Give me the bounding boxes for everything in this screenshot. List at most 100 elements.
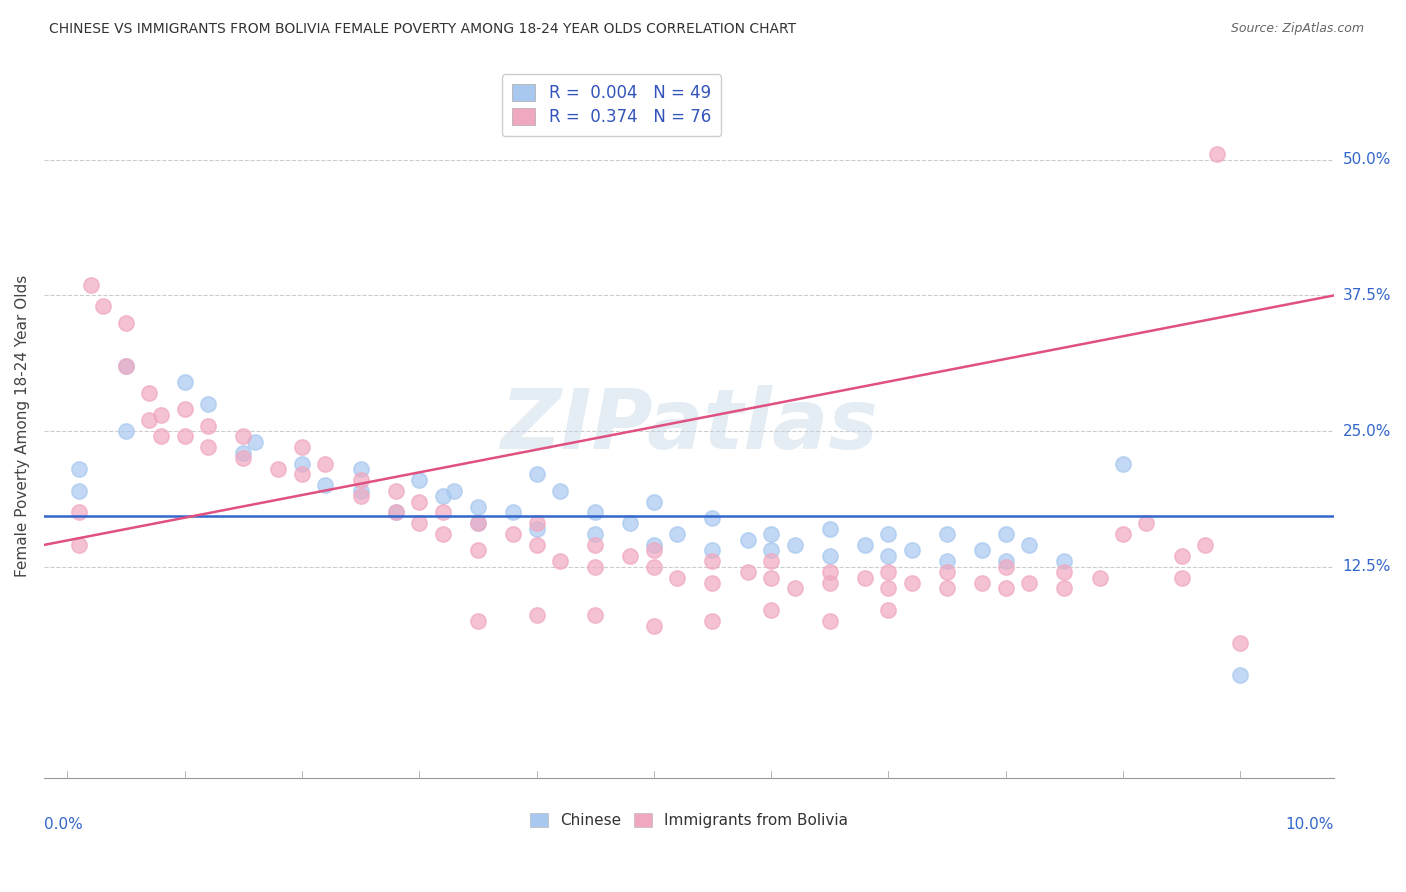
Point [467,516,489,531]
Point [408,516,430,531]
Text: 12.5%: 12.5% [1343,559,1391,574]
Point [877,549,900,563]
Point [1018,576,1040,591]
Point [467,614,489,628]
Point [173,429,195,443]
Point [877,603,900,617]
Point [467,543,489,558]
Point [384,505,406,519]
Point [384,483,406,498]
Point [232,429,254,443]
Point [759,570,782,584]
Point [1112,457,1135,471]
Point [349,483,371,498]
Point [818,614,841,628]
Point [197,397,219,411]
Point [526,516,548,531]
Point [408,473,430,487]
Point [643,538,665,552]
Point [467,500,489,514]
Legend: Chinese, Immigrants from Bolivia: Chinese, Immigrants from Bolivia [523,806,855,834]
Point [936,565,959,579]
Point [1053,554,1076,568]
Point [853,538,876,552]
Point [666,527,689,541]
Y-axis label: Female Poverty Among 18-24 Year Olds: Female Poverty Among 18-24 Year Olds [15,275,30,577]
Point [80,277,103,292]
Point [994,527,1017,541]
Point [643,494,665,508]
Point [783,582,806,596]
Point [467,516,489,531]
Point [643,559,665,574]
Point [818,565,841,579]
Point [1205,147,1227,161]
Point [619,516,641,531]
Point [737,565,759,579]
Point [1053,582,1076,596]
Text: 10.0%: 10.0% [1286,817,1334,832]
Point [666,570,689,584]
Point [936,527,959,541]
Point [877,582,900,596]
Point [994,559,1017,574]
Text: 37.5%: 37.5% [1343,288,1391,303]
Point [783,538,806,552]
Point [349,489,371,503]
Point [502,527,524,541]
Point [759,543,782,558]
Text: CHINESE VS IMMIGRANTS FROM BOLIVIA FEMALE POVERTY AMONG 18-24 YEAR OLDS CORRELAT: CHINESE VS IMMIGRANTS FROM BOLIVIA FEMAL… [49,22,796,37]
Point [759,603,782,617]
Point [526,522,548,536]
Text: 0.0%: 0.0% [44,817,83,832]
Point [384,505,406,519]
Point [138,413,160,427]
Point [67,505,90,519]
Point [197,418,219,433]
Point [526,608,548,623]
Point [818,549,841,563]
Point [526,538,548,552]
Point [548,483,571,498]
Point [349,473,371,487]
Point [1229,635,1251,649]
Point [1170,570,1192,584]
Point [583,505,606,519]
Point [1170,549,1192,563]
Point [232,446,254,460]
Point [702,511,724,525]
Point [349,462,371,476]
Point [291,457,314,471]
Point [901,543,924,558]
Point [877,565,900,579]
Point [877,527,900,541]
Point [232,451,254,466]
Point [737,533,759,547]
Point [1194,538,1216,552]
Point [901,576,924,591]
Point [972,543,994,558]
Point [548,554,571,568]
Point [643,543,665,558]
Point [173,402,195,417]
Point [314,457,336,471]
Point [619,549,641,563]
Point [1229,668,1251,682]
Point [243,434,266,449]
Point [1053,565,1076,579]
Point [972,576,994,591]
Point [197,440,219,454]
Point [643,619,665,633]
Point [314,478,336,492]
Point [67,538,90,552]
Point [759,554,782,568]
Point [432,489,454,503]
Point [1088,570,1111,584]
Point [138,386,160,401]
Point [432,527,454,541]
Point [150,408,173,422]
Point [115,424,138,438]
Point [853,570,876,584]
Point [408,494,430,508]
Point [702,554,724,568]
